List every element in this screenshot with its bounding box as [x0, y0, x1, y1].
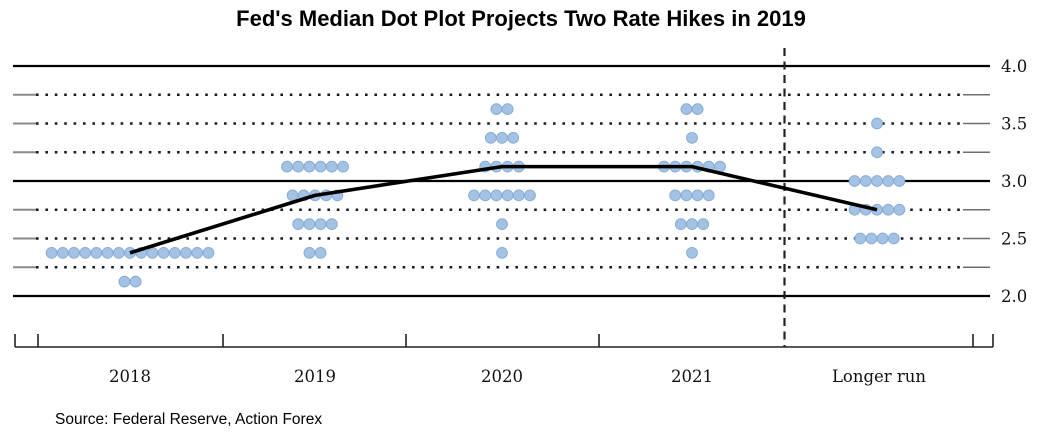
y-axis-label: 2.5: [1001, 230, 1027, 249]
chart-title: Fed's Median Dot Plot Projects Two Rate …: [236, 6, 806, 31]
projection-dot-2020-2.875: [501, 189, 514, 202]
projection-dot-2021-2.875: [680, 189, 693, 202]
projection-dot-2020-3.375: [496, 131, 508, 144]
projection-dot-2018-2.375: [79, 246, 92, 259]
projection-dot-2020-2.875: [468, 189, 480, 202]
projection-dot-2020-3.625: [490, 103, 503, 116]
projection-dot-2019-3.125: [292, 160, 305, 173]
projection-dot-2018-2.375: [202, 246, 215, 259]
projection-dot-2018-2.375: [112, 246, 125, 259]
projection-dot-2018-2.375: [191, 246, 204, 259]
y-axis-label: 2.0: [1001, 287, 1027, 306]
projection-dot-Longer run-2.5: [854, 232, 867, 245]
projection-dot-2021-2.625: [674, 218, 687, 231]
projection-dot-2018-2.375: [157, 246, 170, 259]
projection-dot-Longer run-3.25: [871, 146, 883, 159]
projection-dot-2019-3.125: [337, 160, 349, 173]
projection-dot-2021-3.375: [686, 131, 698, 144]
source-note: Source: Federal Reserve, Action Forex: [55, 411, 323, 428]
projection-dot-2021-2.875: [702, 189, 715, 202]
projection-dot-2018-2.375: [68, 246, 80, 259]
projection-dot-2019-2.375: [314, 246, 327, 259]
projection-dot-2018-2.125: [129, 275, 142, 288]
projection-dot-2021-2.625: [686, 218, 698, 231]
projection-dot-2021-3.625: [691, 103, 704, 116]
projection-dot-2018-2.375: [168, 246, 181, 259]
projection-dot-2019-2.625: [325, 218, 338, 231]
projection-dot-2018-2.375: [45, 246, 58, 259]
projection-dot-2020-2.875: [479, 189, 492, 202]
projection-dot-Longer run-3: [893, 175, 906, 187]
projection-dot-2019-2.375: [303, 246, 316, 259]
projection-dot-2018-2.125: [118, 275, 131, 288]
projection-dot-2019-2.875: [286, 189, 299, 202]
y-axis-label: 3.0: [1001, 172, 1027, 191]
projection-dot-2020-3.375: [484, 131, 497, 144]
projection-dot-2018-2.375: [90, 246, 103, 259]
projection-dot-2020-2.875: [512, 189, 525, 202]
projection-dot-2018-2.375: [101, 246, 114, 259]
y-axis-label: 4.0: [1001, 57, 1027, 76]
projection-dot-2019-3.125: [281, 160, 293, 173]
projection-dot-2019-2.625: [292, 218, 305, 231]
median-line: [129, 164, 878, 255]
x-axis-label: 2020: [481, 367, 523, 386]
projection-dot-2019-2.625: [314, 218, 327, 231]
projection-dot-Longer run-2.5: [887, 232, 900, 245]
projection-dot-2020-3.375: [507, 131, 520, 144]
projection-dot-Longer run-3: [882, 175, 895, 187]
projection-dot-2021-2.875: [669, 189, 682, 202]
projection-dot-2019-3.125: [314, 160, 327, 173]
projection-dot-Longer run-2.5: [876, 232, 889, 245]
projection-dot-Longer run-3: [871, 175, 883, 187]
projection-dot-2020-2.875: [524, 189, 536, 202]
projection-dot-2021-2.875: [691, 189, 704, 202]
projection-dot-Longer run-2.5: [865, 232, 878, 245]
projection-dot-Longer run-3: [848, 175, 861, 187]
projection-dot-2018-2.375: [56, 246, 69, 259]
projection-dot-2021-2.625: [697, 218, 710, 231]
x-axis-label: 2019: [294, 367, 336, 386]
projection-dot-2021-2.375: [686, 246, 698, 259]
x-axis-label: 2018: [109, 367, 151, 386]
projection-dot-2020-2.375: [496, 246, 508, 259]
projection-dot-2020-2.875: [490, 189, 503, 202]
projection-dot-2019-2.625: [303, 218, 316, 231]
projection-dot-Longer run-3: [859, 175, 872, 187]
projection-dot-2019-3.125: [325, 160, 338, 173]
projection-dot-2020-3.625: [501, 103, 514, 116]
projection-dot-Longer run-2.75: [882, 203, 895, 216]
projection-dot-2020-2.625: [496, 218, 508, 231]
projection-dot-2019-3.125: [303, 160, 316, 173]
projection-dot-2021-3.625: [680, 103, 693, 116]
projection-dot-2021-3.125: [714, 160, 726, 173]
projection-dot-2018-2.375: [146, 246, 159, 259]
projection-dot-Longer run-2.75: [893, 203, 906, 216]
x-axis-label: Longer run: [832, 367, 926, 386]
projection-dot-Longer run-3.5: [871, 117, 883, 130]
y-axis-label: 3.5: [1001, 115, 1027, 134]
projection-dot-2018-2.375: [180, 246, 192, 259]
x-axis-label: 2021: [671, 367, 713, 386]
